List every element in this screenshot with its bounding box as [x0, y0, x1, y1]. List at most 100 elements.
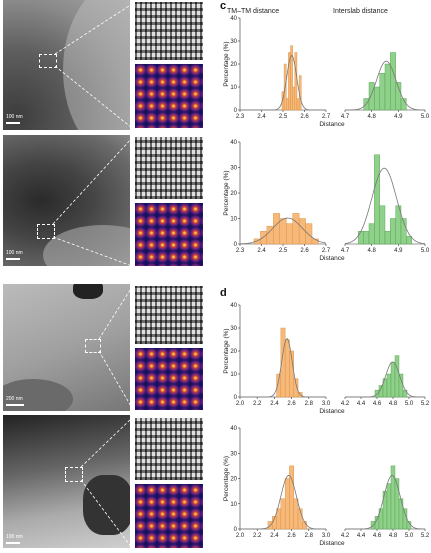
bar-left-1	[292, 213, 300, 245]
x-tick-label-left-3: 2.0	[236, 533, 245, 539]
zoom-box-2	[37, 224, 55, 239]
y-tick-label-1: 20	[230, 191, 237, 197]
y-tick-label-1: 10	[230, 217, 237, 223]
lattice-image-1	[135, 2, 203, 60]
bar-right-1	[363, 231, 370, 245]
fit-curve-left-3	[240, 474, 326, 530]
x-tick-label-left-0: 2.4	[257, 114, 266, 120]
x-tick-label-right-1: 5.0	[421, 248, 430, 254]
bar-right-2	[394, 355, 400, 398]
zoom-box-4	[65, 467, 83, 482]
bar-left-0	[294, 52, 298, 111]
x-tick-label-left-3: 2.2	[253, 533, 262, 539]
x-tick-label-left-3: 2.4	[270, 533, 279, 539]
bar-right-2	[374, 389, 380, 398]
bar-left-3	[297, 508, 303, 530]
x-axis-label-3: Distance	[319, 540, 345, 547]
bar-right-0	[390, 52, 396, 111]
zoom-box-1	[39, 54, 57, 68]
x-tick-label-right-2: 5.2	[421, 401, 430, 407]
x-tick-label-right-3: 5.2	[421, 533, 430, 539]
x-tick-label-left-3: 2.8	[305, 533, 314, 539]
x-tick-label-left-2: 2.2	[253, 401, 262, 407]
heatmap-image-4	[135, 484, 203, 548]
x-tick-label-right-0: 4.9	[394, 114, 403, 120]
bar-left-0	[292, 86, 296, 111]
y-tick-label-3: 40	[230, 426, 237, 432]
y-axis-label-1: Percentage (%)	[223, 170, 230, 215]
bar-right-3	[398, 498, 404, 530]
bar-right-3	[386, 483, 392, 530]
fit-curve-right-2	[345, 361, 425, 398]
scale-bar-1	[6, 122, 20, 124]
heatmap-image-1	[135, 64, 203, 128]
x-axis-label-0: Distance	[319, 121, 345, 128]
scale-label-3: 200 nm	[6, 396, 23, 402]
bar-left-1	[279, 218, 287, 245]
y-tick-label-0: 30	[230, 39, 237, 45]
x-tick-label-left-1: 2.6	[300, 248, 309, 254]
x-tick-label-left-0: 2.5	[279, 114, 288, 120]
y-tick-label-2: 10	[230, 372, 237, 378]
y-axis-label-2: Percentage (%)	[223, 328, 230, 373]
bar-left-2	[293, 378, 299, 398]
y-axis-label-3: Percentage (%)	[223, 456, 230, 501]
y-tick-label-2: 0	[234, 395, 238, 401]
scale-bar-2	[6, 258, 20, 260]
x-tick-label-right-3: 5.0	[405, 533, 414, 539]
x-tick-label-right-2: 4.2	[341, 401, 350, 407]
bar-left-3	[293, 498, 299, 530]
bar-left-2	[284, 339, 290, 398]
column-title-tm: TM–TM distance	[227, 8, 280, 15]
column-title-interslab: Interslab distance	[333, 8, 388, 15]
bar-left-0	[290, 45, 293, 111]
lattice-image-3	[135, 286, 203, 344]
bar-right-3	[394, 478, 400, 530]
bar-right-0	[384, 63, 391, 111]
bar-right-3	[402, 508, 408, 530]
y-axis-label-0: Percentage (%)	[223, 41, 230, 86]
y-tick-label-1: 0	[234, 242, 238, 248]
x-tick-label-right-0: 4.8	[367, 114, 376, 120]
x-tick-label-right-1: 4.8	[367, 248, 376, 254]
x-tick-label-left-2: 3.0	[322, 401, 331, 407]
bar-right-1	[368, 223, 375, 245]
bar-right-1	[358, 231, 364, 245]
y-tick-label-0: 20	[230, 62, 237, 68]
bar-right-0	[379, 72, 386, 111]
scale-label-4: 100 nm	[6, 534, 23, 540]
fit-curve-left-2	[240, 337, 326, 398]
bar-right-1	[379, 205, 386, 245]
y-tick-label-3: 10	[230, 502, 237, 508]
x-tick-label-left-3: 2.6	[287, 533, 296, 539]
x-tick-label-right-1: 4.9	[394, 248, 403, 254]
x-tick-label-left-2: 2.6	[287, 401, 296, 407]
x-tick-label-left-3: 3.0	[322, 533, 331, 539]
x-tick-label-left-0: 2.7	[322, 114, 331, 120]
bar-left-3	[276, 508, 282, 530]
x-tick-label-right-1: 4.7	[341, 248, 350, 254]
y-tick-label-2: 20	[230, 349, 237, 355]
x-tick-label-left-1: 2.4	[257, 248, 266, 254]
x-tick-label-right-3: 4.2	[341, 533, 350, 539]
bar-right-2	[402, 389, 408, 398]
y-tick-label-3: 0	[234, 527, 238, 533]
fit-curve-left-0	[240, 54, 326, 111]
y-tick-label-3: 20	[230, 477, 237, 483]
fit-curve-right-0	[345, 60, 425, 111]
lattice-image-2	[135, 137, 203, 199]
x-tick-label-right-2: 4.6	[373, 401, 382, 407]
bar-right-1	[406, 236, 412, 245]
bar-left-3	[289, 465, 294, 530]
x-axis-label-2: Distance	[319, 408, 345, 415]
x-tick-label-left-1: 2.5	[279, 248, 288, 254]
bar-right-1	[390, 218, 396, 245]
x-tick-label-left-0: 2.6	[300, 114, 309, 120]
bar-left-1	[273, 213, 280, 245]
fit-curve-right-1	[344, 167, 426, 245]
x-tick-label-right-3: 4.4	[357, 533, 366, 539]
x-tick-label-left-2: 2.0	[236, 401, 245, 407]
lattice-image-4	[135, 418, 203, 480]
bar-right-0	[368, 82, 375, 111]
